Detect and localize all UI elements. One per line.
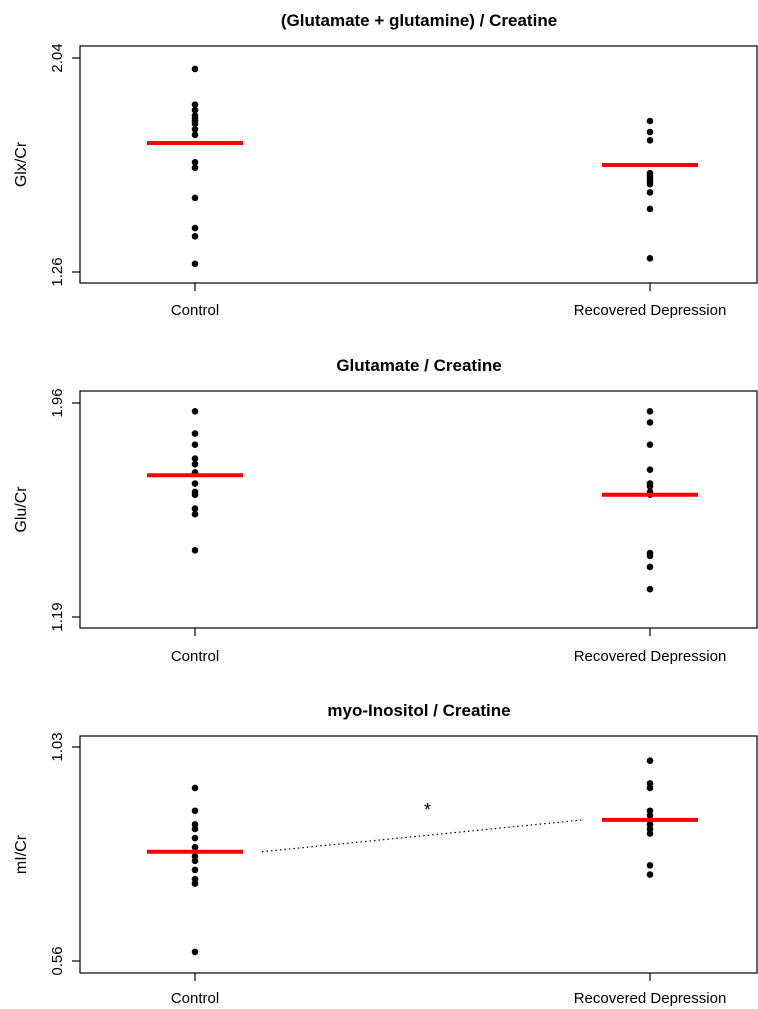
- data-point: [646, 757, 654, 764]
- x-tick-label: Control: [171, 990, 219, 1007]
- y-axis-label: Glu/Cr: [13, 486, 30, 533]
- significance-line: [261, 819, 584, 853]
- data-point: [191, 455, 199, 462]
- data-point: [646, 552, 654, 560]
- plot-frame: [79, 390, 758, 629]
- data-point: [191, 825, 199, 833]
- data-point: [646, 441, 654, 448]
- data-point: [646, 189, 654, 196]
- data-point: [191, 194, 199, 202]
- data-point: [191, 164, 199, 172]
- data-point: [646, 205, 654, 213]
- y-tick-label: 1.96: [49, 388, 66, 417]
- data-point: [191, 807, 199, 815]
- data-point: [191, 408, 199, 415]
- plot-frame: [79, 45, 758, 284]
- data-point: [646, 117, 654, 125]
- y-axis-label: mI/Cr: [13, 834, 30, 874]
- data-point: [646, 784, 654, 792]
- data-point: [191, 948, 199, 956]
- data-point: [191, 857, 199, 865]
- data-point: [646, 254, 654, 262]
- data-point: [646, 180, 654, 188]
- chart-title: Glutamate / Creatine: [336, 356, 501, 375]
- y-axis-label: Glx/Cr: [13, 141, 30, 187]
- data-point: [191, 480, 199, 487]
- y-tick-label: 1.19: [49, 602, 66, 631]
- data-point: [191, 491, 199, 499]
- chart-panel-1: (Glutamate + glutamine) / Creatine 1.26 2.…: [13, 11, 758, 319]
- chart-title: myo-Inositol / Creatine: [327, 701, 510, 720]
- data-point: [191, 821, 199, 828]
- data-point: [191, 784, 199, 792]
- chart-title: (Glutamate + glutamine) / Creatine: [281, 11, 557, 30]
- data-point: [191, 834, 199, 842]
- data-point: [191, 65, 199, 73]
- data-point: [646, 563, 654, 571]
- x-tick-label: Recovered Depression: [574, 648, 727, 665]
- data-point: [191, 852, 199, 860]
- data-point: [191, 101, 199, 108]
- data-point: [646, 585, 654, 593]
- data-point: [191, 546, 199, 554]
- data-point: [191, 510, 199, 518]
- x-tick-label: Control: [171, 302, 219, 319]
- x-tick-label: Recovered Depression: [574, 302, 727, 319]
- chart-panel-2: Glutamate / Creatine 1.19 1.96 Glu/Cr Contro…: [13, 356, 758, 665]
- data-point: [191, 131, 199, 139]
- data-point: [191, 260, 199, 268]
- data-point: [191, 126, 199, 133]
- data-point: [191, 120, 199, 128]
- y-tick-label: 1.03: [49, 732, 66, 761]
- plot-frame: [79, 735, 758, 974]
- data-point: [191, 441, 199, 448]
- data-point: [646, 807, 654, 815]
- data-point: [191, 875, 199, 883]
- data-point: [191, 866, 199, 874]
- data-point: [646, 871, 654, 878]
- data-point: [646, 483, 654, 490]
- data-point: [646, 825, 654, 833]
- data-point: [646, 128, 654, 136]
- significance-label: *: [424, 800, 431, 820]
- x-tick-label: Recovered Depression: [574, 990, 727, 1007]
- y-tick-label: 1.26: [49, 257, 66, 286]
- data-point: [646, 821, 654, 828]
- data-point: [191, 224, 199, 232]
- y-tick-label: 2.04: [49, 43, 66, 72]
- x-tick-label: Control: [171, 648, 219, 665]
- data-point: [646, 137, 654, 144]
- data-point: [646, 408, 654, 415]
- data-point: [191, 430, 199, 437]
- data-point: [646, 862, 654, 869]
- data-point: [191, 106, 199, 114]
- y-tick-label: 0.56: [49, 946, 66, 975]
- data-point: [191, 843, 199, 851]
- data-point: [191, 233, 199, 240]
- chart-panel-3: myo-Inositol / Creatine 0.56 1.03 mI/Cr Cont…: [13, 701, 758, 1007]
- data-point: [191, 158, 199, 166]
- data-point: [646, 780, 654, 787]
- data-point: [646, 419, 654, 426]
- data-point: [191, 460, 199, 468]
- data-point: [191, 880, 199, 887]
- data-point: [646, 466, 654, 474]
- data-point: [191, 505, 199, 512]
- data-point: [646, 830, 654, 837]
- data-point: [646, 811, 654, 819]
